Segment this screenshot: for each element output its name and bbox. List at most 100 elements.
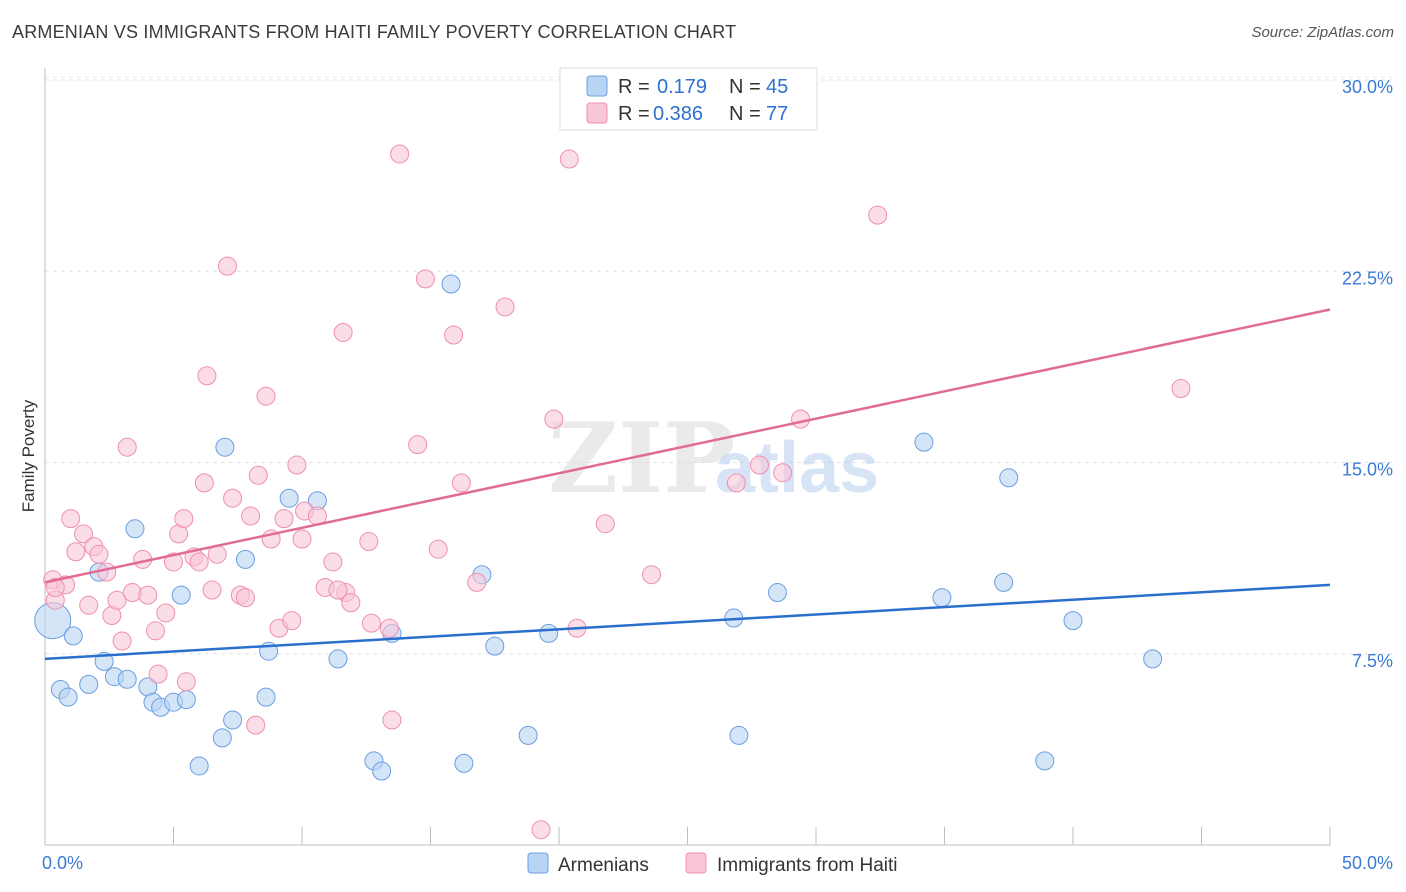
legend-n-label-2: N = (729, 103, 761, 125)
bottom-legend-label-armenians: Armenians (558, 855, 649, 876)
point-haiti-55 (390, 144, 410, 164)
point-haiti-18 (148, 664, 168, 684)
point-haiti-20 (164, 552, 183, 572)
bottom-legend-label-haiti: Immigrants from Haiti (717, 855, 898, 876)
legend-swatch-haiti (586, 102, 608, 124)
point-armenians-38 (914, 432, 934, 452)
legend-r-label-1: R = (618, 76, 650, 98)
point-haiti-67 (595, 514, 615, 534)
bottom-legend-swatch-armenians (527, 852, 549, 874)
point-haiti-48 (333, 322, 353, 342)
point-haiti-34 (241, 506, 261, 526)
point-armenians-16 (189, 756, 209, 776)
point-haiti-17 (146, 621, 166, 641)
point-armenians-19 (223, 710, 243, 730)
point-armenians-44 (1035, 751, 1055, 771)
y-tick-label-2: 22.5% (1342, 268, 1393, 288)
point-armenians-42 (1063, 611, 1083, 631)
point-haiti-63 (531, 820, 551, 840)
point-haiti-19 (156, 603, 176, 623)
point-haiti-62 (495, 297, 515, 317)
point-haiti-9 (97, 562, 117, 582)
point-armenians-23 (279, 488, 299, 508)
chart-title: ARMENIAN VS IMMIGRANTS FROM HAITI FAMILY… (12, 22, 737, 42)
y-axis-label: Family Poverty (19, 399, 38, 512)
trend-line-haiti (44, 308, 1331, 584)
point-haiti-68 (642, 565, 662, 585)
point-armenians-20 (235, 549, 255, 569)
point-haiti-36 (248, 465, 268, 485)
x-tick-label-0: 0.0% (42, 853, 83, 873)
y-tick-label-1: 15.0% (1342, 460, 1393, 480)
point-haiti-5 (74, 524, 94, 544)
axes (44, 68, 1331, 846)
point-haiti-54 (382, 710, 402, 730)
legend-n-label-1: N = (729, 76, 761, 98)
legend-swatch-armenians (586, 75, 608, 97)
point-armenians-31 (485, 636, 505, 656)
point-armenians-1 (63, 626, 83, 646)
point-haiti-56 (408, 435, 428, 455)
point-haiti-61 (467, 572, 487, 592)
point-haiti-31 (223, 488, 243, 508)
point-armenians-43 (1143, 649, 1163, 669)
point-armenians-30 (454, 753, 474, 773)
legend-n-value-1: 45 (766, 76, 788, 98)
point-haiti-13 (117, 437, 137, 457)
point-haiti-75 (45, 577, 65, 597)
point-armenians-25 (328, 649, 348, 669)
point-armenians-41 (999, 468, 1019, 488)
point-armenians-9 (125, 519, 145, 539)
point-armenians-17 (212, 728, 232, 748)
point-armenians-27 (372, 761, 392, 781)
point-haiti-33 (235, 588, 255, 608)
x-tick-labels: 0.0% 50.0% (42, 853, 1393, 873)
legend: R = 0.179 N = 45 R = 0.386 N = 77 (559, 67, 818, 131)
point-haiti-58 (428, 539, 448, 559)
point-haiti-27 (197, 366, 217, 386)
point-armenians-40 (994, 572, 1014, 592)
y-tick-labels: 7.5% 15.0% 22.5% 30.0% (1342, 77, 1393, 671)
y-tick-label-3: 30.0% (1342, 77, 1393, 97)
watermark: ZIP atlas (548, 402, 879, 515)
y-tick-label-0: 7.5% (1352, 651, 1393, 671)
point-haiti-73 (868, 205, 888, 225)
point-haiti-3 (61, 509, 81, 529)
point-armenians-4 (79, 674, 99, 694)
point-armenians-39 (932, 588, 952, 608)
point-haiti-74 (1171, 379, 1191, 399)
legend-r-value-1: 0.179 (657, 76, 707, 98)
point-haiti-25 (189, 552, 209, 572)
watermark-zip: ZIP (548, 402, 735, 515)
point-haiti-41 (282, 611, 302, 631)
point-haiti-59 (444, 325, 464, 345)
point-haiti-37 (256, 386, 276, 406)
point-haiti-71 (773, 463, 793, 483)
point-haiti-4 (66, 542, 86, 562)
point-haiti-6 (79, 595, 99, 615)
point-haiti-40 (274, 509, 294, 529)
point-haiti-65 (559, 149, 579, 169)
trend-lines (44, 308, 1331, 661)
point-armenians-29 (441, 274, 461, 294)
point-armenians-18 (215, 437, 235, 457)
chart-source: Source: ZipAtlas.com (1251, 24, 1394, 41)
bottom-legend-swatch-haiti (685, 852, 707, 874)
point-haiti-69 (726, 473, 746, 493)
point-haiti-70 (749, 455, 769, 475)
point-haiti-28 (202, 580, 222, 600)
point-haiti-16 (138, 585, 158, 605)
point-haiti-52 (361, 613, 381, 633)
point-haiti-50 (341, 593, 361, 613)
point-haiti-43 (292, 529, 312, 549)
point-haiti-47 (323, 552, 343, 572)
point-haiti-30 (217, 256, 237, 276)
point-armenians-37 (767, 583, 787, 603)
data-points (34, 144, 1191, 840)
legend-r-value-2: 0.386 (653, 103, 703, 125)
point-haiti-11 (107, 590, 127, 610)
watermark-atlas: atlas (715, 428, 879, 508)
point-haiti-8 (89, 544, 109, 564)
point-armenians-15 (176, 690, 196, 710)
